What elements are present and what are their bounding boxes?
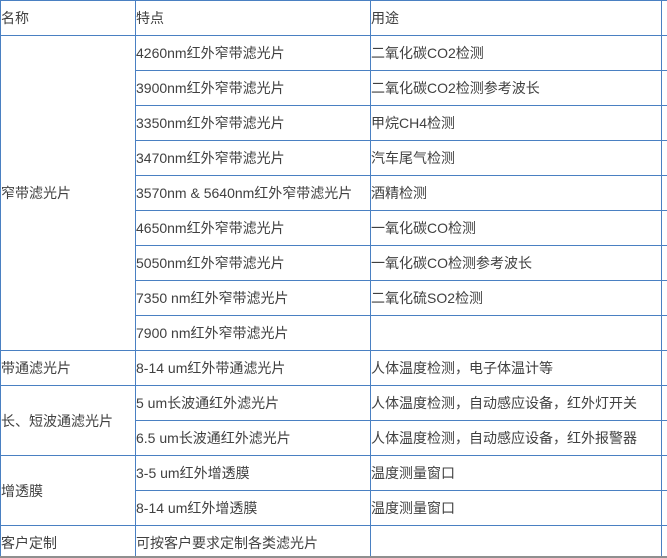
category-cell: 窄带滤光片 [0, 35, 136, 351]
feature-cell: 8-14 um红外带通滤光片 [135, 350, 371, 386]
column-header-feature: 特点 [135, 0, 371, 36]
table-row: 增透膜 3-5 um红外增透膜 温度测量窗口 [0, 455, 667, 526]
column-header-usage: 用途 [370, 0, 667, 36]
feature-cell: 可按客户要求定制各类滤光片 [135, 525, 371, 558]
usage-cell: 一氧化碳CO检测 [370, 210, 667, 246]
table-row: 客户定制 可按客户要求定制各类滤光片 [0, 525, 667, 558]
feature-cell: 3570nm & 5640nm红外窄带滤光片 [135, 175, 371, 211]
table-row: 3570nm & 5640nm红外窄带滤光片 酒精检测 [1, 175, 667, 211]
usage-cell: 甲烷CH4检测 [370, 105, 667, 141]
table-row: 8-14 um红外增透膜 温度测量窗口 [1, 490, 667, 526]
column-header-name: 名称 [0, 0, 136, 36]
feature-cell: 7900 nm红外窄带滤光片 [135, 315, 371, 351]
usage-cell [370, 315, 667, 351]
feature-cell: 3900nm红外窄带滤光片 [135, 70, 371, 106]
usage-cell [370, 525, 667, 558]
table-row: 6.5 um长波通红外滤光片 人体温度检测，自动感应设备，红外报警器 [1, 420, 667, 456]
usage-cell: 二氧化碳CO2检测参考波长 [370, 70, 667, 106]
usage-cell: 温度测量窗口 [370, 455, 667, 491]
table-row: 3900nm红外窄带滤光片 二氧化碳CO2检测参考波长 [1, 70, 667, 106]
feature-cell: 3-5 um红外增透膜 [135, 455, 371, 491]
feature-cell: 6.5 um长波通红外滤光片 [135, 420, 371, 456]
table-right-border-line [661, 0, 662, 556]
usage-cell: 汽车尾气检测 [370, 140, 667, 176]
usage-cell: 一氧化碳CO检测参考波长 [370, 245, 667, 281]
category-cell: 长、短波通滤光片 [0, 385, 136, 456]
usage-cell: 人体温度检测，电子体温计等 [370, 350, 667, 386]
category-cell: 增透膜 [0, 455, 136, 526]
feature-cell: 3470nm红外窄带滤光片 [135, 140, 371, 176]
usage-cell: 酒精检测 [370, 175, 667, 211]
feature-cell: 5050nm红外窄带滤光片 [135, 245, 371, 281]
feature-cell: 5 um长波通红外滤光片 [135, 385, 371, 421]
page-bottom-edge-line [0, 556, 667, 558]
usage-cell: 二氧化碳CO2检测 [370, 35, 667, 71]
feature-cell: 3350nm红外窄带滤光片 [135, 105, 371, 141]
table-row: 长、短波通滤光片 5 um长波通红外滤光片 人体温度检测，自动感应设备，红外灯开关 [0, 385, 667, 456]
usage-cell: 人体温度检测，自动感应设备，红外报警器 [370, 420, 667, 456]
category-cell: 带通滤光片 [0, 350, 136, 386]
table-row: 7350 nm红外窄带滤光片 二氧化硫SO2检测 [1, 280, 667, 316]
table-row: 5050nm红外窄带滤光片 一氧化碳CO检测参考波长 [1, 245, 667, 281]
table-row: 窄带滤光片 4260nm红外窄带滤光片 二氧化碳CO2检测 [0, 35, 667, 351]
table-row: 7900 nm红外窄带滤光片 [1, 315, 667, 351]
table-body: 窄带滤光片 4260nm红外窄带滤光片 二氧化碳CO2检测 3900nm红外窄带滤光片… [0, 35, 667, 558]
usage-cell: 二氧化硫SO2检测 [370, 280, 667, 316]
table-row: 4650nm红外窄带滤光片 一氧化碳CO检测 [1, 210, 667, 246]
usage-cell: 温度测量窗口 [370, 490, 667, 526]
header-row: 名称 特点 用途 [0, 0, 667, 36]
feature-cell: 8-14 um红外增透膜 [135, 490, 371, 526]
table-row: 带通滤光片 8-14 um红外带通滤光片 人体温度检测，电子体温计等 [0, 350, 667, 386]
category-cell: 客户定制 [0, 525, 136, 558]
feature-cell: 7350 nm红外窄带滤光片 [135, 280, 371, 316]
usage-cell: 人体温度检测，自动感应设备，红外灯开关 [370, 385, 667, 421]
table-row: 3470nm红外窄带滤光片 汽车尾气检测 [1, 140, 667, 176]
table-header: 名称 特点 用途 [0, 0, 667, 36]
feature-cell: 4260nm红外窄带滤光片 [135, 35, 371, 71]
feature-cell: 4650nm红外窄带滤光片 [135, 210, 371, 246]
